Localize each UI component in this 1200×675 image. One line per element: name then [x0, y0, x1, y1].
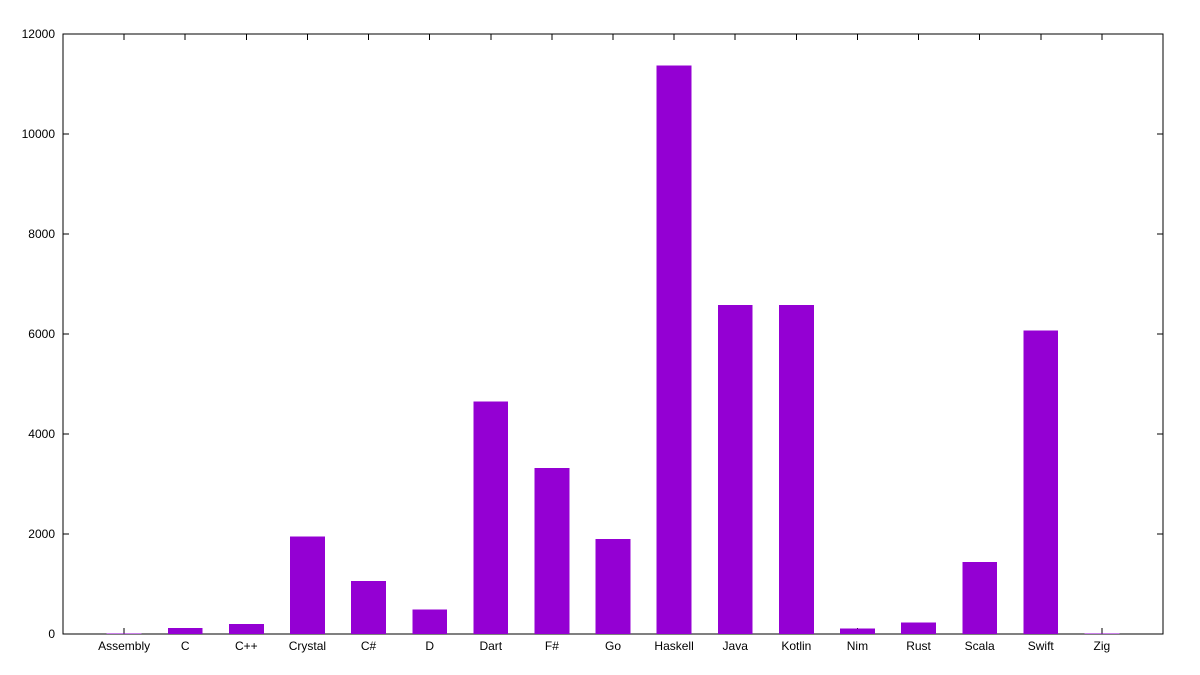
x-tick-label: F# [545, 639, 559, 653]
x-tick-label: C# [361, 639, 377, 653]
x-tick-label: Java [723, 639, 749, 653]
bar [473, 402, 508, 635]
bar [1023, 331, 1058, 635]
x-tick-label: Crystal [289, 639, 326, 653]
x-tick-label: C [181, 639, 190, 653]
bar [657, 66, 692, 635]
y-tick-label: 6000 [28, 327, 55, 341]
y-tick-label: 8000 [28, 227, 55, 241]
x-tick-label: Swift [1028, 639, 1055, 653]
bar [962, 562, 997, 634]
bar [412, 610, 447, 635]
y-tick-label: 10000 [22, 127, 56, 141]
x-tick-label: Dart [479, 639, 502, 653]
y-tick-label: 0 [48, 627, 55, 641]
bar [901, 623, 936, 635]
bar [840, 629, 875, 635]
x-tick-label: Rust [906, 639, 931, 653]
x-tick-label: Go [605, 639, 621, 653]
bar-chart: 0 2000 4000 6000 8000 10000 12000 Assembly C C++ C… [0, 0, 1200, 675]
bar [779, 305, 814, 634]
bar [534, 468, 569, 634]
x-tick-label: Nim [847, 639, 868, 653]
y-tick-label: 12000 [22, 27, 56, 41]
chart-container: Size of canonical Hello World Size (kB) … [0, 0, 1200, 675]
bar [168, 628, 203, 634]
y-tick-label: 4000 [28, 427, 55, 441]
x-tick-label: D [425, 639, 434, 653]
bar [229, 624, 264, 634]
bar [718, 305, 753, 634]
bar [290, 537, 325, 635]
x-tick-label: Haskell [654, 639, 693, 653]
x-tick-label: Kotlin [781, 639, 811, 653]
x-tick-label: Assembly [98, 639, 150, 653]
x-tick-label: Zig [1094, 639, 1111, 653]
x-tick-label: C++ [235, 639, 258, 653]
bar [351, 581, 386, 634]
bar [596, 539, 631, 634]
y-tick-label: 2000 [28, 527, 55, 541]
x-tick-label: Scala [965, 639, 995, 653]
